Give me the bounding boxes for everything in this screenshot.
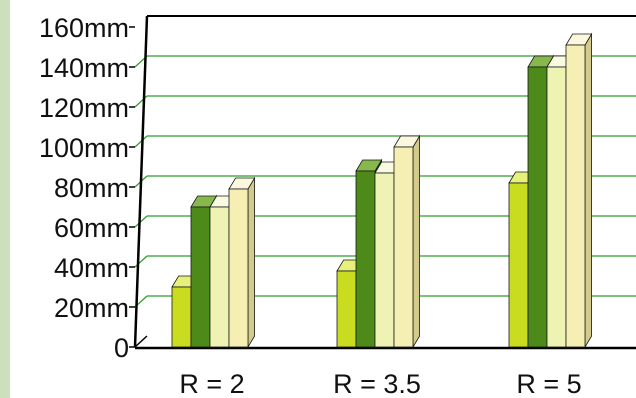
gridline-depth	[134, 215, 148, 228]
y-tick-label: 120mm	[39, 93, 129, 123]
y-tick-labels: 0 20mm 40mm 60mm 80mm 100mm 120mm 140mm 160mm	[39, 13, 129, 363]
bars	[171, 32, 593, 349]
bar-front	[508, 182, 529, 348]
bar-side	[412, 134, 421, 349]
bar-front	[393, 146, 414, 348]
y-axis	[133, 15, 149, 348]
bar-front	[209, 206, 230, 348]
y-tick-label: 80mm	[54, 173, 129, 203]
floor-edge	[134, 335, 148, 348]
bar-side	[247, 176, 256, 349]
y-tick-label: 160mm	[39, 13, 129, 43]
bar-front	[190, 206, 211, 348]
y-tick-label: 140mm	[39, 53, 129, 83]
bar-front	[171, 286, 192, 348]
bar	[228, 176, 256, 349]
bar-side	[584, 32, 592, 349]
x-tick-label: R = 3.5	[333, 369, 421, 398]
bar-front	[228, 188, 249, 348]
y-tick-label: 100mm	[39, 133, 129, 163]
left-border-strip	[0, 0, 10, 398]
bar-front	[565, 44, 586, 348]
bar	[565, 32, 593, 349]
y-tick-label: 0	[114, 333, 129, 363]
x-tick-label: R = 2	[179, 369, 244, 398]
bar-front	[546, 66, 567, 348]
bar-front	[374, 172, 395, 348]
axes	[129, 15, 636, 350]
gridline-depth	[134, 135, 148, 148]
y-tick-label: 20mm	[54, 293, 129, 323]
x-tick-labels: R = 2 R = 3.5 R = 5	[179, 369, 581, 398]
x-tick-label: R = 5	[516, 369, 581, 398]
bar-front	[527, 66, 548, 348]
bar-front	[355, 170, 376, 348]
bar	[393, 134, 421, 349]
bar-front	[336, 270, 357, 348]
y-tick-label: 40mm	[54, 253, 129, 283]
y-tick-label: 60mm	[54, 213, 129, 243]
